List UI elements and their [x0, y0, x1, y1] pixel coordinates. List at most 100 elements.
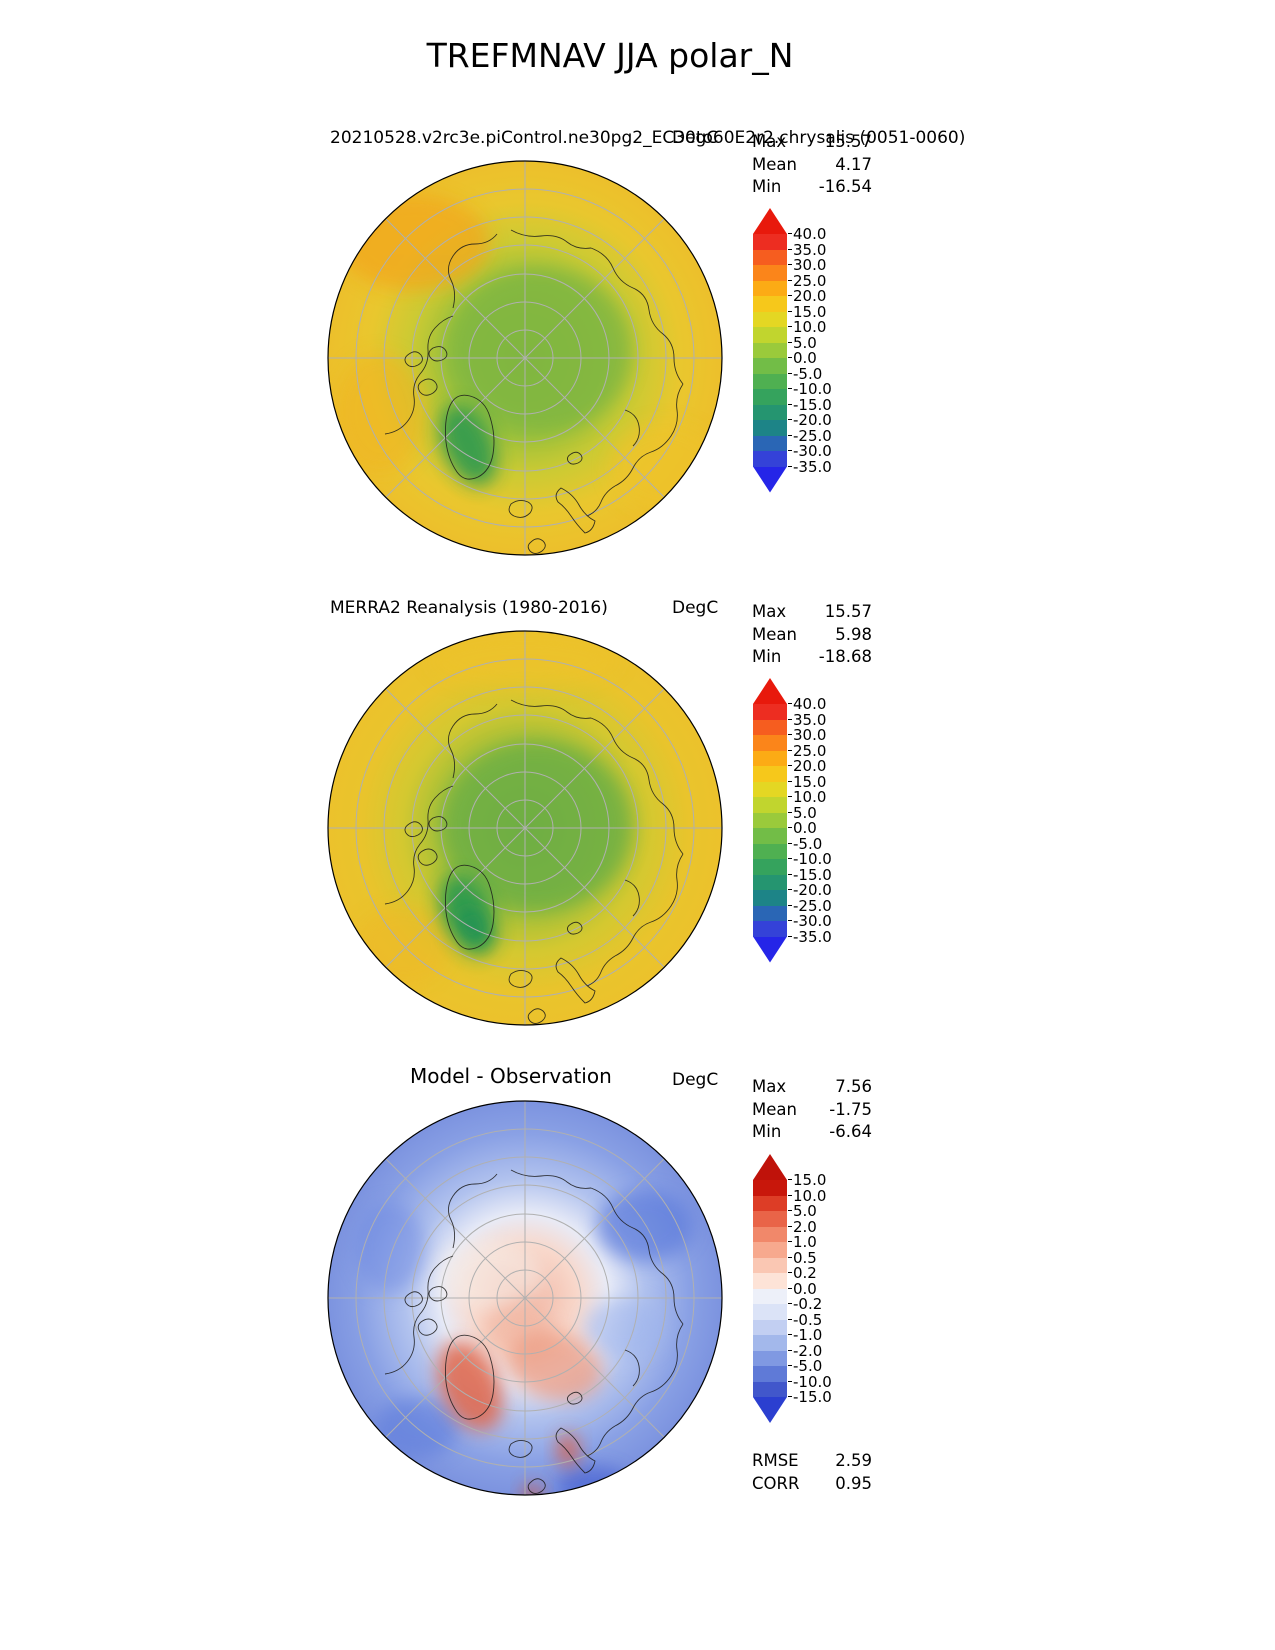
colorbar-tick: -5.0 — [787, 364, 823, 383]
colorbar-tick: 10.0 — [787, 318, 827, 336]
colorbar-segment — [753, 750, 787, 766]
units-label: DegC — [672, 128, 719, 148]
stat-label: Max — [752, 1077, 787, 1096]
colorbar-segment — [753, 1195, 787, 1211]
colorbar-over-arrow — [753, 208, 787, 234]
panel-title: MERRA2 Reanalysis (1980-2016) — [330, 598, 608, 618]
colorbar-segment — [753, 1273, 787, 1289]
colorbar-body — [753, 704, 787, 937]
colorbar-tick: 30.0 — [787, 726, 827, 744]
colorbar-segment — [753, 342, 787, 358]
colorbar-tick: 10.0 — [787, 788, 827, 806]
colorbar-segment — [753, 1319, 787, 1335]
colorbar-segment — [753, 249, 787, 265]
colorbar-tick: 5.0 — [788, 333, 817, 352]
colorbar-tick: -30.0 — [788, 912, 832, 930]
stat-label: Mean — [752, 154, 797, 174]
colorbar-segment — [753, 874, 787, 890]
colorbar-tick: 25.0 — [787, 271, 827, 290]
colorbar-tick: -2.0 — [787, 1341, 823, 1360]
colorbar-tick: -5.0 — [787, 1357, 823, 1375]
colorbar-tick: -0.5 — [787, 1310, 823, 1329]
stat-mean: Mean 4.17 — [752, 154, 872, 177]
metric-value: 0.95 — [835, 1473, 872, 1493]
colorbar-tick: 15.0 — [787, 1171, 827, 1189]
colorbar-segment — [753, 1288, 787, 1304]
stat-value: -1.75 — [829, 1099, 872, 1119]
colorbar-segment — [753, 781, 787, 797]
colorbar-tick: 15.0 — [787, 772, 827, 791]
colorbar-segment — [753, 1350, 787, 1366]
panel-title: 20210528.v2rc3e.piControl.ne30pg2_EC30to… — [330, 128, 966, 148]
colorbar-under-arrow — [753, 466, 787, 493]
colorbar-segment — [753, 812, 787, 828]
colorbar-segment — [753, 404, 787, 420]
colorbar-segment — [753, 389, 787, 405]
colorbar-tick: -5.0 — [787, 834, 823, 853]
stat-min: Min -6.64 — [752, 1121, 872, 1144]
colorbar-segment — [753, 890, 787, 906]
colorbar-segment — [753, 265, 787, 281]
graticule — [327, 630, 723, 1026]
colorbar-segment — [753, 280, 787, 296]
colorbar-segment — [753, 234, 787, 250]
metric-corr: CORR 0.95 — [752, 1473, 872, 1496]
observation-map — [327, 630, 723, 1026]
colorbar: 40.0 35.0 30.0 25.0 20.0 15.0 10.0 5.0 0… — [753, 208, 832, 493]
colorbar-segment — [753, 327, 787, 343]
colorbar-segment — [753, 1366, 787, 1382]
colorbar-tick: -1.0 — [787, 1326, 823, 1344]
graticule — [327, 160, 723, 556]
colorbar-tick: -10.0 — [788, 380, 832, 398]
colorbar-body — [753, 1180, 787, 1397]
colorbar-segment — [753, 435, 787, 451]
stats-block: Max 7.56 Mean -1.75 Min -6.64 — [752, 1076, 872, 1144]
stat-min: Min -18.68 — [752, 646, 872, 669]
colorbar-tick: 0.0 — [788, 349, 817, 367]
colorbar-tick: 0.2 — [788, 1264, 817, 1282]
colorbar-tick: -20.0 — [788, 411, 832, 429]
colorbar-tick: -25.0 — [788, 426, 832, 445]
colorbar-tick: 30.0 — [787, 256, 827, 274]
colorbar-segment — [753, 1211, 787, 1227]
stat-label: Max — [752, 132, 787, 151]
stat-value: 15.57 — [824, 602, 872, 621]
colorbar-segment — [753, 373, 787, 389]
graticule — [327, 1100, 723, 1496]
colorbar-segment — [753, 358, 787, 374]
colorbar-tick: 40.0 — [787, 695, 827, 713]
map-boundary — [327, 630, 723, 1026]
colorbar-tick: 20.0 — [787, 287, 827, 305]
colorbar-segment — [753, 1226, 787, 1242]
colorbar-segment — [753, 1381, 787, 1397]
colorbar: 40.0 35.0 30.0 25.0 20.0 15.0 10.0 5.0 0… — [753, 678, 832, 963]
colorbar-under-arrow — [753, 1397, 787, 1423]
colorbar-segment — [753, 311, 787, 327]
colorbar-tick: -15.0 — [788, 395, 832, 414]
stats-block: Max 15.57 Mean 5.98 Min -18.68 — [752, 601, 872, 669]
colorbar-tick: -10.0 — [788, 850, 832, 868]
colorbar-tick: 5.0 — [788, 1202, 817, 1220]
stat-label: Min — [752, 647, 782, 666]
stat-label: Mean — [752, 624, 797, 644]
colorbar-tick: 0.0 — [788, 819, 817, 837]
units-label: DegC — [672, 1070, 719, 1090]
stat-value: 7.56 — [835, 1077, 872, 1096]
stat-label: Min — [752, 1122, 782, 1141]
colorbar-segment — [753, 451, 787, 467]
colorbar: 15.0 10.0 5.0 2.0 1.0 0.5 0.2 0.0 -0.2 -… — [753, 1154, 832, 1423]
colorbar-tick: -20.0 — [788, 881, 832, 899]
difference-map — [327, 1100, 723, 1496]
stat-max: Max 7.56 — [752, 1076, 872, 1099]
colorbar-tick: -10.0 — [788, 1372, 832, 1391]
stat-value: -18.68 — [818, 647, 872, 666]
colorbar-segment — [753, 1304, 787, 1320]
stat-value: -16.54 — [818, 177, 872, 196]
colorbar-segment — [753, 704, 787, 720]
colorbar-body — [753, 234, 787, 467]
colorbar-segment — [753, 843, 787, 859]
panel-title: Model - Observation — [410, 1064, 612, 1088]
map-boundary — [327, 1100, 723, 1496]
colorbar-over-arrow — [753, 1154, 787, 1180]
colorbar-tick: 40.0 — [787, 225, 827, 243]
